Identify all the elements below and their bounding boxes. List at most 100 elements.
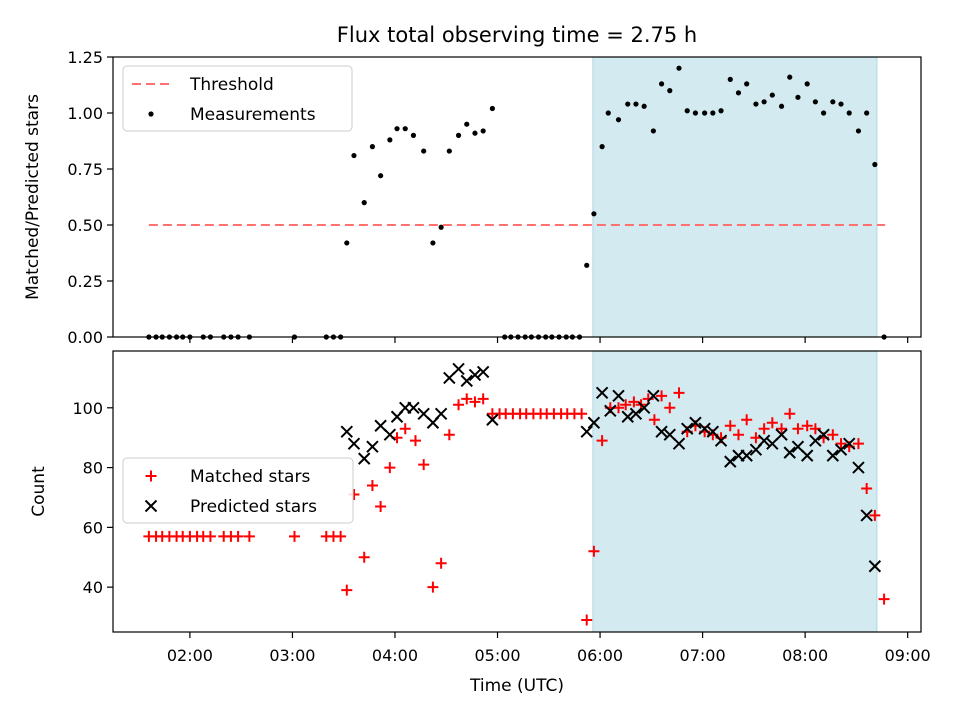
data-point bbox=[783, 446, 796, 459]
legend-label: Threshold bbox=[189, 75, 274, 95]
data-point bbox=[595, 386, 609, 400]
data-point bbox=[809, 434, 822, 447]
data-point bbox=[369, 144, 376, 150]
data-point bbox=[727, 76, 733, 82]
data-point bbox=[698, 422, 711, 435]
data-point bbox=[650, 128, 656, 134]
data-point bbox=[358, 551, 370, 563]
y-tick-label: 100 bbox=[72, 399, 103, 418]
data-point bbox=[860, 509, 873, 522]
data-point bbox=[621, 410, 634, 423]
data-point bbox=[410, 132, 417, 138]
data-point bbox=[453, 399, 465, 411]
y-tick-label: 60 bbox=[83, 518, 103, 537]
y-tick-label: 40 bbox=[83, 578, 103, 597]
data-point bbox=[596, 435, 608, 447]
data-point bbox=[852, 438, 864, 450]
data-point bbox=[576, 408, 588, 420]
shaded-region bbox=[592, 350, 878, 633]
data-point bbox=[750, 432, 762, 444]
data-point bbox=[775, 428, 788, 441]
data-point bbox=[778, 103, 785, 109]
data-point bbox=[633, 101, 639, 107]
data-point bbox=[455, 132, 462, 138]
data-point bbox=[587, 416, 601, 429]
data-point bbox=[243, 530, 255, 542]
data-point bbox=[718, 108, 724, 114]
data-point bbox=[489, 105, 495, 112]
data-point bbox=[480, 128, 486, 134]
y-tick-label: 0.25 bbox=[67, 272, 103, 291]
data-point bbox=[612, 389, 625, 403]
data-point bbox=[855, 128, 862, 134]
y-tick-label: 0.00 bbox=[67, 328, 103, 347]
data-point bbox=[383, 428, 397, 441]
data-point bbox=[340, 425, 353, 438]
data-point bbox=[676, 65, 682, 71]
data-point bbox=[658, 81, 665, 87]
data-point bbox=[655, 425, 668, 438]
data-point bbox=[628, 396, 640, 408]
data-point bbox=[581, 614, 593, 626]
data-point bbox=[344, 240, 350, 246]
data-point bbox=[629, 407, 643, 420]
panel-top: 0.00 0.25 0.50 0.75 1.00 1.25 Matched/Predicte… bbox=[23, 48, 922, 347]
data-point bbox=[434, 407, 448, 420]
data-point bbox=[402, 126, 408, 132]
data-point bbox=[673, 387, 685, 399]
data-point bbox=[787, 74, 793, 80]
data-point bbox=[868, 560, 882, 573]
data-point bbox=[757, 434, 771, 447]
data-point bbox=[672, 437, 686, 450]
data-point bbox=[407, 401, 420, 415]
data-point bbox=[809, 423, 821, 435]
data-point bbox=[692, 110, 699, 116]
data-point bbox=[351, 152, 357, 159]
data-point bbox=[477, 393, 489, 405]
data-point bbox=[801, 420, 813, 432]
data-point bbox=[878, 593, 890, 605]
y-tick-label: 80 bbox=[83, 459, 103, 478]
data-point bbox=[460, 374, 473, 388]
legend-label: Matched stars bbox=[190, 467, 310, 487]
data-point bbox=[580, 425, 593, 438]
data-point bbox=[689, 416, 702, 429]
data-point bbox=[667, 88, 673, 94]
data-point bbox=[387, 137, 393, 143]
data-point bbox=[584, 262, 590, 268]
data-point bbox=[637, 401, 651, 415]
data-point bbox=[641, 103, 647, 109]
legend: Threshold Measurements bbox=[122, 65, 353, 132]
y-axis-label: Matched/Predicted stars bbox=[23, 94, 43, 300]
data-point bbox=[399, 423, 411, 435]
legend-label: Measurements bbox=[190, 105, 316, 125]
data-point bbox=[591, 211, 597, 217]
data-point bbox=[769, 92, 775, 98]
x-tick-label: 02:00 bbox=[167, 646, 213, 665]
data-point bbox=[827, 429, 839, 441]
data-point bbox=[753, 101, 759, 107]
data-point bbox=[846, 110, 852, 116]
data-point bbox=[864, 110, 870, 116]
data-point bbox=[872, 161, 878, 168]
data-point bbox=[804, 81, 810, 87]
data-point bbox=[204, 530, 216, 542]
data-point bbox=[656, 390, 668, 402]
panel-bottom: 40 60 80 100 02:00 03:00 04:00 05:00 06:00 07:00 0… bbox=[29, 350, 931, 665]
chart-title: Flux total observing time = 2.75 h bbox=[337, 23, 697, 47]
data-point bbox=[418, 459, 430, 471]
data-point bbox=[288, 530, 300, 542]
data-point bbox=[776, 423, 788, 435]
data-point bbox=[625, 101, 631, 107]
y-tick-label: 1.25 bbox=[67, 48, 103, 67]
data-point bbox=[724, 420, 736, 432]
data-point bbox=[795, 94, 801, 100]
data-point bbox=[468, 368, 482, 382]
data-point bbox=[681, 422, 694, 435]
data-point bbox=[852, 461, 865, 474]
data-point bbox=[800, 449, 814, 462]
series-predicted-stars bbox=[340, 362, 882, 573]
data-point bbox=[732, 429, 744, 441]
data-point bbox=[435, 557, 447, 569]
